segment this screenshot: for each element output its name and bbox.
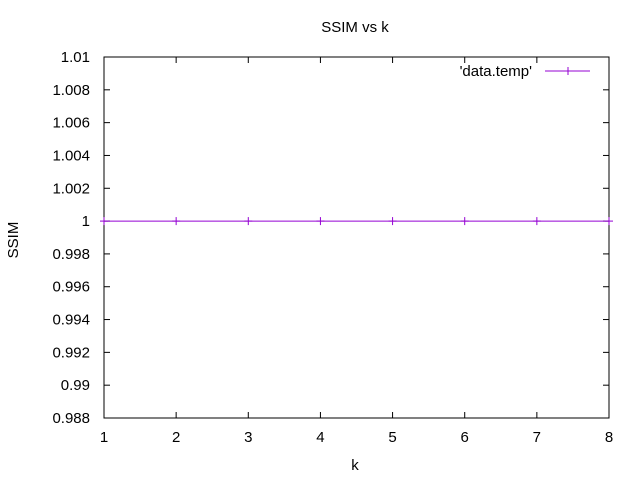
x-tick-label: 8 [605,429,613,446]
x-tick-label: 2 [172,429,180,446]
data-point [532,217,541,226]
y-tick-label: 1.008 [52,82,90,99]
y-tick-label: 0.996 [52,279,90,296]
y-tick-label: 0.992 [52,344,90,361]
y-axis-label: SSIM [5,222,22,259]
x-tick-label: 4 [316,429,324,446]
axes: 1 2 3 4 5 6 7 8 0.988 0.99 0.992 0.994 0.996 0.998 1 1.… [52,49,613,446]
x-tick-label: 5 [388,429,396,446]
y-tick-label: 1.01 [61,49,90,66]
y-tick-label: 1 [82,213,90,230]
x-axis-label: k [351,457,359,474]
plot-border [103,56,610,419]
x-tick-label: 3 [244,429,252,446]
legend-label: 'data.temp' [460,63,533,80]
y-tick-label: 1.006 [52,115,90,132]
y-tick-label: 1.002 [52,180,90,197]
y-tick-label: 1.004 [52,147,90,164]
data-point [172,217,181,226]
data-point [244,217,253,226]
y-tick-label: 0.988 [52,410,90,427]
y-tick-label: 0.99 [61,377,90,394]
data-point [100,217,108,226]
x-tick-label: 6 [461,429,469,446]
x-tick-label: 7 [533,429,541,446]
series-layer [100,217,613,226]
legend: 'data.temp' [460,63,590,80]
y-tick-label: 0.998 [52,246,90,263]
chart-title: SSIM vs k [321,19,389,36]
data-point [460,217,469,226]
data-point [316,217,325,226]
y-tick-label: 0.994 [52,312,90,329]
data-point [605,217,613,226]
x-tick-label: 1 [100,429,108,446]
data-point [388,217,397,226]
